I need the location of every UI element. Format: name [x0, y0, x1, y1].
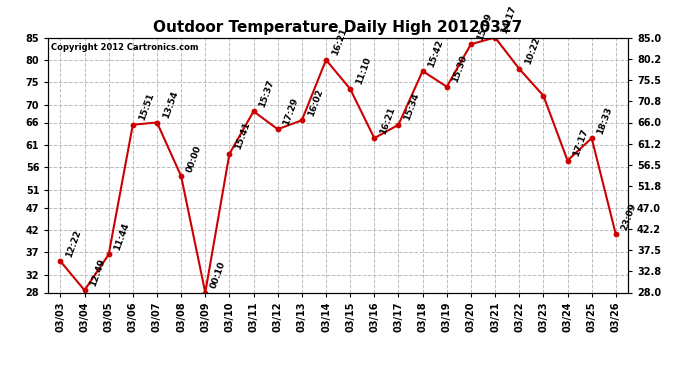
Text: 15:09: 15:09 — [475, 12, 493, 41]
Point — [55, 258, 66, 264]
Text: 15:42: 15:42 — [427, 38, 445, 68]
Point — [442, 84, 453, 90]
Text: 15:41: 15:41 — [234, 121, 252, 151]
Text: 12:22: 12:22 — [65, 228, 83, 258]
Title: Outdoor Temperature Daily High 20120327: Outdoor Temperature Daily High 20120327 — [153, 20, 523, 35]
Text: 15:51: 15:51 — [137, 92, 155, 122]
Point — [562, 158, 573, 164]
Point — [345, 86, 356, 92]
Point — [611, 231, 622, 237]
Point — [514, 66, 525, 72]
Text: 00:10: 00:10 — [210, 260, 228, 290]
Point — [104, 252, 115, 258]
Text: 13:54: 13:54 — [161, 90, 179, 120]
Text: 11:10: 11:10 — [355, 56, 373, 86]
Point — [176, 173, 187, 179]
Text: 15:34: 15:34 — [403, 92, 421, 122]
Text: 16:21: 16:21 — [331, 27, 348, 57]
Text: 16:21: 16:21 — [379, 105, 397, 135]
Point — [79, 287, 90, 293]
Point — [128, 122, 139, 128]
Point — [321, 57, 332, 63]
Text: 10:22: 10:22 — [524, 36, 542, 66]
Text: 15:37: 15:37 — [258, 78, 276, 108]
Text: 15:30: 15:30 — [451, 54, 469, 84]
Point — [393, 122, 404, 128]
Text: 17:17: 17:17 — [572, 128, 590, 158]
Text: 18:33: 18:33 — [596, 105, 614, 135]
Point — [200, 290, 211, 296]
Text: Copyright 2012 Cartronics.com: Copyright 2012 Cartronics.com — [51, 43, 199, 52]
Text: 00:00: 00:00 — [186, 144, 204, 173]
Point — [466, 41, 477, 47]
Point — [369, 135, 380, 141]
Point — [248, 108, 259, 114]
Text: 11:44: 11:44 — [113, 222, 131, 252]
Text: 17:29: 17:29 — [282, 96, 300, 126]
Point — [152, 120, 163, 126]
Point — [417, 68, 428, 74]
Point — [297, 117, 308, 123]
Point — [586, 135, 598, 141]
Text: 23:09: 23:09 — [620, 202, 638, 232]
Point — [224, 151, 235, 157]
Point — [273, 126, 284, 132]
Text: 16:02: 16:02 — [306, 88, 324, 117]
Point — [538, 93, 549, 99]
Point — [490, 34, 501, 40]
Text: 12:49: 12:49 — [89, 257, 107, 288]
Text: 14:17: 14:17 — [500, 4, 518, 35]
